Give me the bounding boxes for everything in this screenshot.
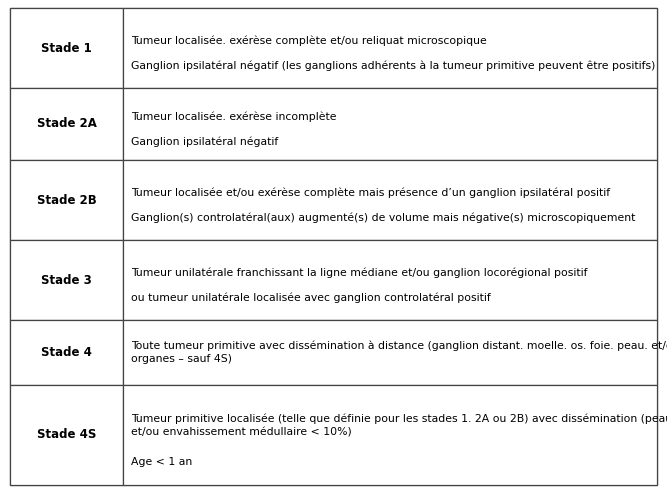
Text: Ganglion(s) controlatéral(aux) augmenté(s) de volume mais négative(s) microscopi: Ganglion(s) controlatéral(aux) augmenté(… bbox=[131, 213, 636, 223]
Text: Tumeur primitive localisée (telle que définie pour les stades 1. 2A ou 2B) avec : Tumeur primitive localisée (telle que dé… bbox=[131, 413, 667, 437]
Bar bbox=[123, 88, 657, 160]
Bar bbox=[10, 8, 123, 88]
Text: Stade 4S: Stade 4S bbox=[37, 428, 96, 442]
Text: Tumeur unilatérale franchissant la ligne médiane et/ou ganglion locorégional pos: Tumeur unilatérale franchissant la ligne… bbox=[131, 267, 588, 278]
Bar bbox=[10, 385, 123, 485]
Bar bbox=[10, 88, 123, 160]
Bar bbox=[10, 160, 123, 240]
Text: Tumeur localisée. exérèse incomplète: Tumeur localisée. exérèse incomplète bbox=[131, 112, 337, 122]
Bar bbox=[10, 240, 123, 320]
Bar bbox=[123, 385, 657, 485]
Bar bbox=[123, 240, 657, 320]
Text: Stade 2B: Stade 2B bbox=[37, 193, 97, 207]
Bar bbox=[123, 8, 657, 88]
Text: Tumeur localisée. exérèse complète et/ou reliquat microscopique: Tumeur localisée. exérèse complète et/ou… bbox=[131, 35, 487, 46]
Bar bbox=[10, 320, 123, 385]
Text: Stade 1: Stade 1 bbox=[41, 41, 92, 55]
Text: Tumeur localisée et/ou exérèse complète mais présence d’un ganglion ipsilatéral : Tumeur localisée et/ou exérèse complète … bbox=[131, 187, 610, 198]
Text: Ganglion ipsilatéral négatif (les ganglions adhérents à la tumeur primitive peuv: Ganglion ipsilatéral négatif (les gangli… bbox=[131, 61, 656, 71]
Text: Stade 2A: Stade 2A bbox=[37, 117, 97, 131]
Text: Toute tumeur primitive avec dissémination à distance (ganglion distant. moelle. : Toute tumeur primitive avec disséminatio… bbox=[131, 341, 667, 364]
Text: Stade 4: Stade 4 bbox=[41, 346, 92, 359]
Text: Ganglion ipsilatéral négatif: Ganglion ipsilatéral négatif bbox=[131, 136, 279, 147]
Bar bbox=[123, 160, 657, 240]
Bar bbox=[123, 320, 657, 385]
Text: Age < 1 an: Age < 1 an bbox=[131, 457, 193, 467]
Text: Stade 3: Stade 3 bbox=[41, 274, 92, 286]
Text: ou tumeur unilatérale localisée avec ganglion controlatéral positif: ou tumeur unilatérale localisée avec gan… bbox=[131, 293, 491, 303]
